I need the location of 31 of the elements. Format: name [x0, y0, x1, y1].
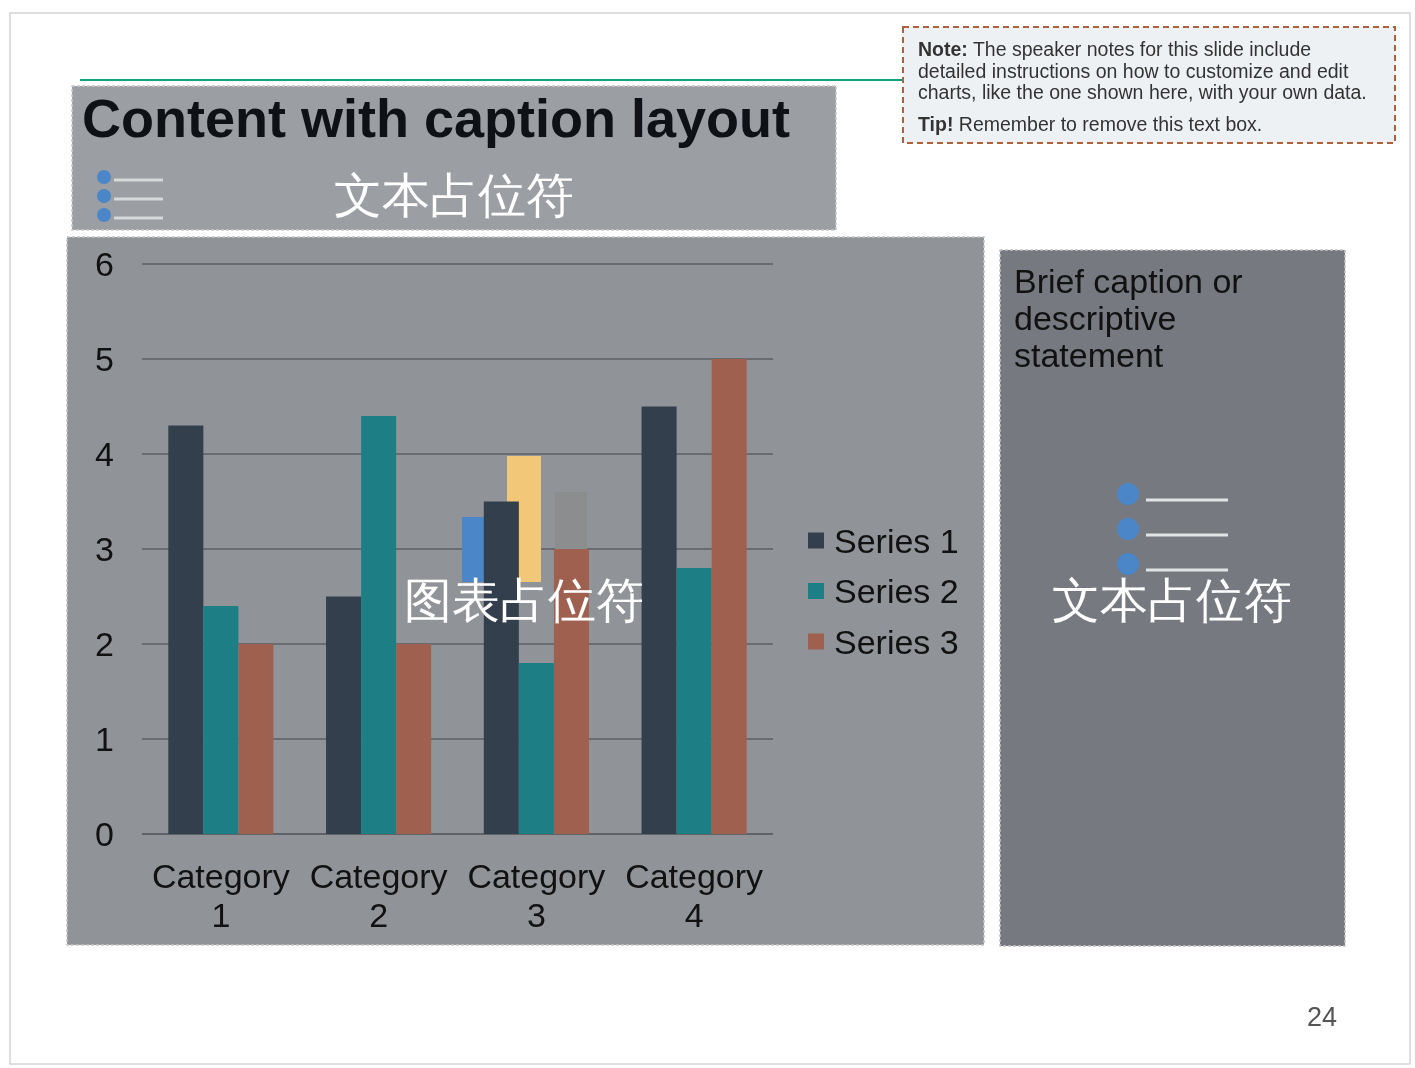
y-tick-label: 1	[95, 720, 114, 758]
text: 文本占位符	[334, 167, 574, 223]
y-tick-label: 4	[95, 435, 114, 473]
bar	[711, 359, 747, 834]
bar	[168, 425, 204, 834]
text: 24	[1306, 1002, 1338, 1032]
bar	[641, 406, 677, 834]
x-tick-label: Category 1	[151, 857, 290, 934]
text: Tip! Remember to remove this text box.	[918, 112, 1263, 135]
bar	[396, 644, 432, 834]
text: Note: The speaker notes for this slide include detailed instructions on how to customize and edit charts, like the one shown here, with your own data.	[918, 38, 1367, 103]
bar	[676, 568, 712, 834]
x-tick-label: Category 2	[309, 857, 448, 934]
y-tick-label: 5	[95, 340, 114, 378]
bar	[518, 663, 554, 834]
text: Brief caption or descriptive statement	[1014, 262, 1243, 374]
y-tick-label: 6	[95, 245, 114, 283]
bar	[203, 606, 239, 834]
chart-title: Content with caption layout	[82, 88, 790, 148]
text: 文本占位符	[1052, 572, 1292, 628]
x-tick-label: Category 3	[467, 857, 606, 934]
bar	[361, 416, 397, 834]
y-tick-label: 2	[95, 625, 114, 663]
bar	[238, 644, 274, 834]
bar	[326, 596, 362, 834]
legend-label: Series 3	[834, 622, 959, 661]
y-tick-label: 3	[95, 530, 114, 568]
x-tick-label: Category 4	[625, 857, 764, 934]
legend-label: Series 1	[834, 521, 959, 560]
legend-label: Series 2	[834, 572, 959, 610]
y-tick-label: 0	[95, 815, 114, 853]
